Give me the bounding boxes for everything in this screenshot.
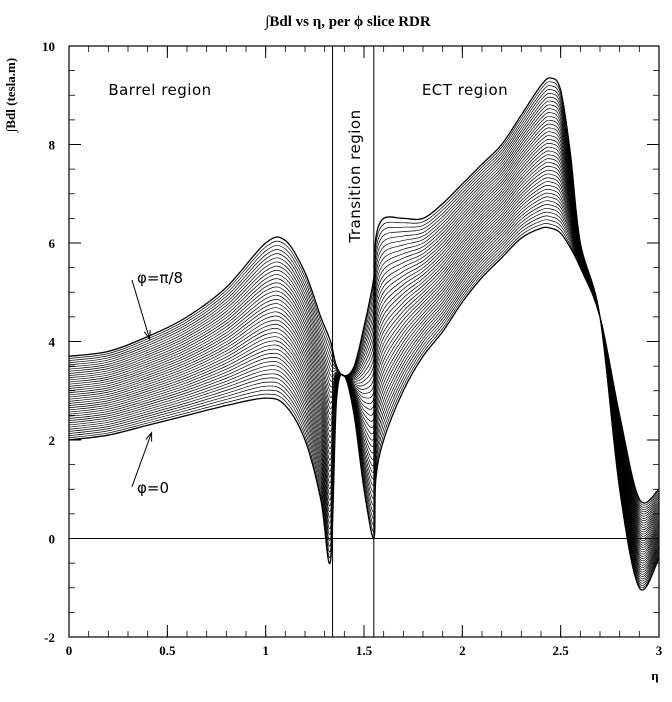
series-line-intermediate bbox=[69, 177, 659, 532]
series-line-intermediate bbox=[69, 188, 659, 526]
series-line-intermediate bbox=[69, 185, 659, 528]
series-line-intermediate bbox=[69, 219, 659, 553]
series-line-intermediate bbox=[69, 215, 659, 547]
series-line-intermediate bbox=[69, 192, 659, 524]
x-tick-label: 1.5 bbox=[356, 643, 373, 658]
ect-region-label: ECT region bbox=[422, 81, 508, 99]
series-line-intermediate bbox=[69, 211, 659, 541]
series-line-intermediate bbox=[69, 162, 659, 541]
series-line-intermediate bbox=[69, 207, 659, 536]
series-line-intermediate bbox=[69, 223, 659, 559]
axis-ticks: 0 0.5 1 1.5 2 2.5 3 -2 0 2 4 6 8 10 bbox=[42, 39, 663, 658]
phi-pi8-label: φ=π/8 bbox=[137, 269, 183, 287]
transition-region-label: Transition region bbox=[346, 109, 364, 243]
series-line-phi-0 bbox=[69, 226, 659, 565]
x-tick-label: 2 bbox=[459, 643, 466, 658]
barrel-region-label: Barrel region bbox=[108, 81, 211, 99]
y-tick-label: 6 bbox=[49, 236, 56, 251]
y-tick-label: 8 bbox=[49, 138, 56, 153]
curve-family bbox=[69, 77, 659, 591]
y-tick-label: 4 bbox=[49, 335, 56, 350]
x-tick-label: 1 bbox=[262, 643, 269, 658]
series-line-phi-pi8 bbox=[69, 77, 659, 591]
series-line-intermediate bbox=[69, 196, 659, 521]
series-line-intermediate bbox=[69, 169, 659, 537]
chart-title: ∫Bdl vs η, per ϕ slice RDR bbox=[264, 14, 431, 30]
y-tick-label: 0 bbox=[49, 532, 56, 547]
series-line-intermediate bbox=[69, 204, 659, 530]
y-axis-label: ∫Bdl (tesla.m) bbox=[3, 58, 19, 133]
y-tick-label: 2 bbox=[49, 433, 56, 448]
overlays bbox=[69, 46, 659, 637]
phi-zero-arrow bbox=[131, 431, 153, 487]
phi-zero-label: φ=0 bbox=[137, 479, 169, 497]
series-line-intermediate bbox=[69, 181, 659, 530]
x-tick-label: 0 bbox=[66, 643, 73, 658]
y-tick-label: -2 bbox=[44, 630, 55, 645]
x-axis-label: η bbox=[651, 668, 658, 683]
series-line-intermediate bbox=[69, 85, 659, 586]
series-line-intermediate bbox=[69, 165, 659, 539]
y-tick-label: 10 bbox=[42, 39, 55, 54]
phi-pi8-arrow bbox=[131, 279, 151, 341]
x-tick-label: 2.5 bbox=[553, 643, 570, 658]
series-line-intermediate bbox=[69, 158, 659, 544]
x-tick-label: 3 bbox=[656, 643, 663, 658]
series-line-intermediate bbox=[69, 200, 659, 524]
x-tick-label: 0.5 bbox=[159, 643, 176, 658]
series-line-intermediate bbox=[69, 173, 659, 535]
